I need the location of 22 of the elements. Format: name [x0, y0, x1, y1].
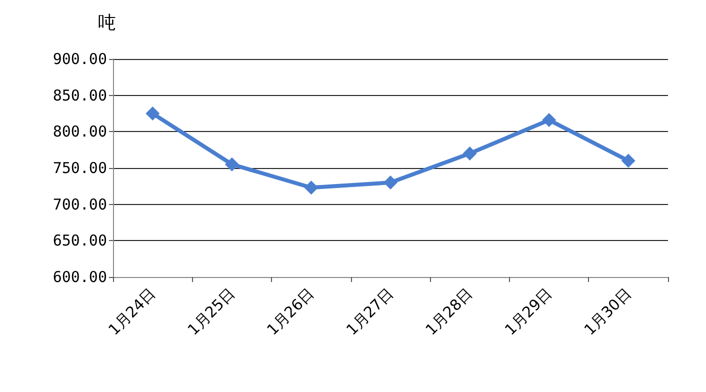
x-tick-label: 1月27日 — [342, 284, 397, 339]
y-tick-label: 900.00 — [52, 50, 107, 68]
point — [542, 113, 556, 128]
x-tick-label: 1月29日 — [501, 284, 556, 339]
y-tick-label: 600.00 — [52, 268, 107, 286]
point — [384, 176, 398, 190]
point — [621, 154, 636, 168]
x-tick-label: 1月25日 — [184, 284, 238, 339]
x-tick-label: 1月26日 — [263, 284, 318, 339]
x-tick-label: 1月30日 — [580, 284, 635, 339]
point — [462, 146, 477, 160]
point — [146, 106, 160, 120]
y-tick-label: 800.00 — [52, 122, 107, 141]
y-tick-label: 850.00 — [52, 86, 107, 104]
point — [224, 157, 239, 172]
x-tick-label: 1月28日 — [422, 284, 476, 339]
y-tick-label: 650.00 — [52, 232, 107, 250]
y-tick-label: 700.00 — [52, 195, 107, 214]
y-tick-label: 750.00 — [52, 159, 107, 177]
x-tick-label: 1月24日 — [104, 284, 160, 339]
point — [304, 180, 318, 195]
y-axis-title: 吨 — [98, 12, 116, 34]
